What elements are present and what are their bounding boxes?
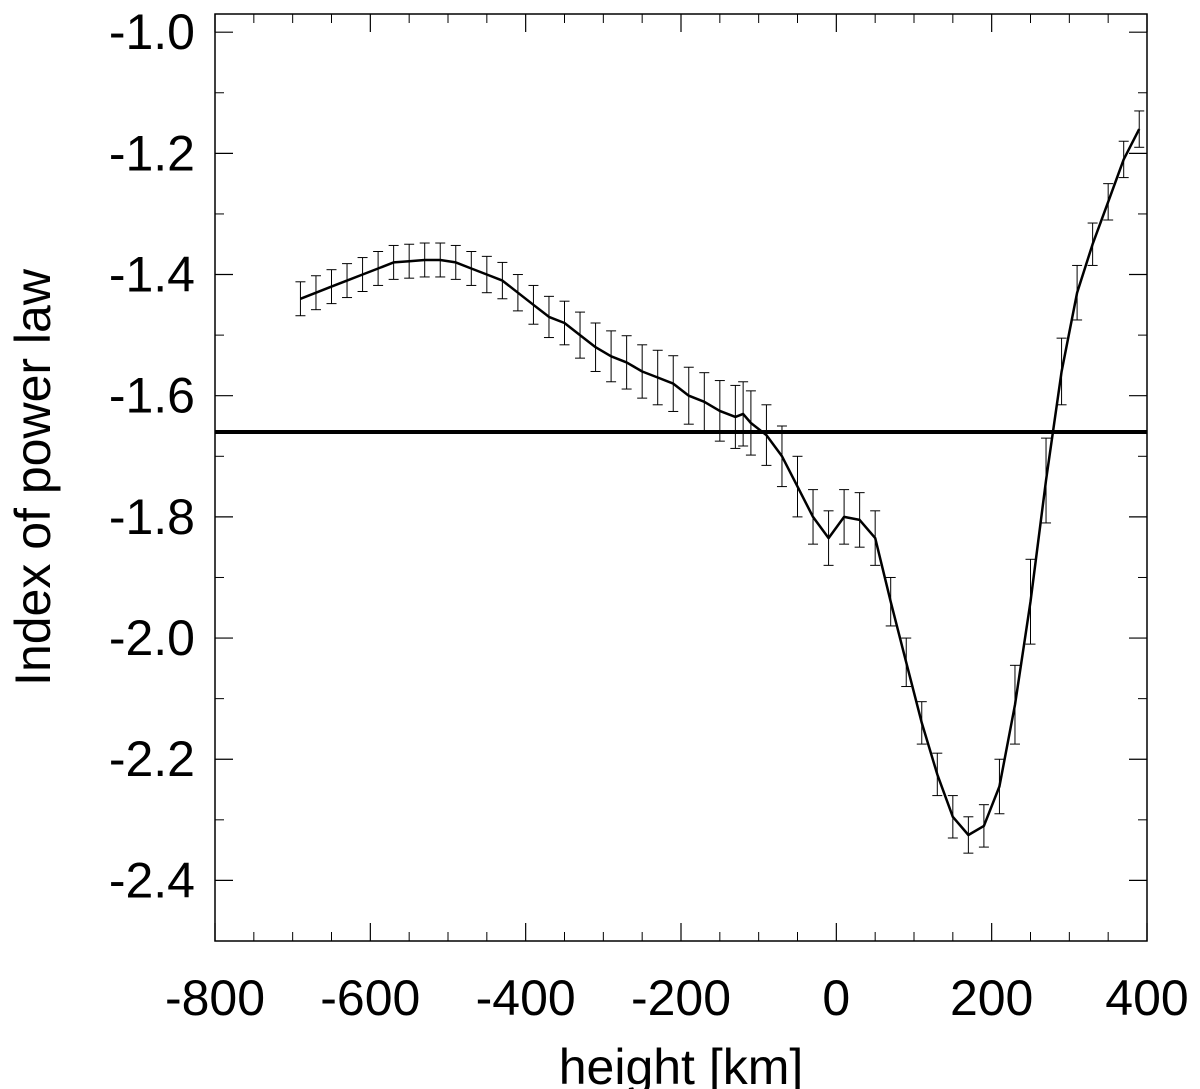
y-tick-label: -1.0	[109, 4, 195, 60]
error-bars	[295, 110, 1145, 854]
x-tick-label: -200	[631, 970, 731, 1026]
x-tick-label: 400	[1105, 970, 1188, 1026]
y-tick-label: -1.8	[109, 489, 195, 545]
x-tick-label: -800	[165, 970, 265, 1026]
y-tick-label: -1.4	[109, 247, 195, 303]
x-axis-label: height [km]	[559, 1039, 804, 1089]
axis-ticks	[214, 14, 1148, 942]
x-tick-label: -600	[320, 970, 420, 1026]
y-tick-label: -1.6	[109, 368, 195, 424]
x-tick-label: 200	[950, 970, 1033, 1026]
tick-labels: -800 -600 -400 -200 0 200 400 -1.0 -1.2 -1.4 -1.6 -…	[109, 4, 1189, 1026]
series-line	[299, 128, 1141, 837]
y-tick-label: -1.2	[109, 125, 195, 181]
x-tick-label: -400	[476, 970, 576, 1026]
y-tick-label: -2.2	[109, 731, 195, 787]
y-tick-label: -2.4	[109, 852, 195, 908]
plot-frame	[214, 13, 1148, 942]
x-tick-label: 0	[822, 970, 850, 1026]
plot-border	[214, 13, 1148, 942]
y-axis-label: Index of power law	[5, 268, 61, 686]
y-tick-label: -2.0	[109, 610, 195, 666]
series-layer	[299, 128, 1141, 837]
